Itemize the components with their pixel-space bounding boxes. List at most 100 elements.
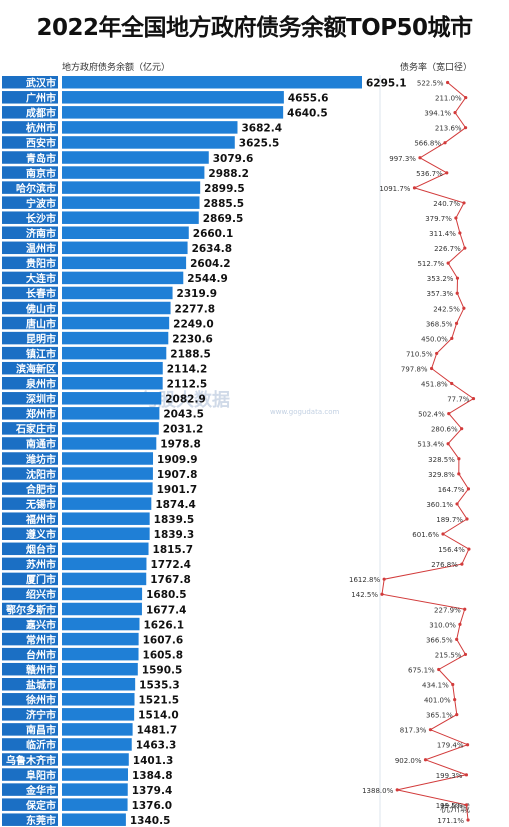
debt-ratio-label: 675.1% [408,666,435,674]
bar-value-label: 4640.5 [287,108,328,120]
debt-ratio-label: 379.7% [425,215,452,223]
debt-ratio-point [441,532,445,536]
category-label: 遵义市 [26,528,56,541]
debt-ratio-label: 77.7% [447,396,470,404]
bar [62,542,149,556]
debt-ratio-label: 142.5% [351,591,378,599]
category-label: 赣州市 [26,663,56,676]
category-label: 广州市 [26,92,56,105]
debt-ratio-label: 227.9% [434,606,461,614]
category-label-bg [2,377,58,390]
debt-ratio-label: 502.4% [418,411,445,419]
bar [62,392,162,405]
bar-value-label: 6295.1 [366,78,407,90]
bar [62,136,235,149]
bar [62,452,154,465]
bar [62,512,150,525]
debt-ratio-label: 512.7% [417,260,444,268]
category-label-bg [2,181,58,194]
category-label-bg [2,301,58,315]
category-label-bg [2,196,58,209]
debt-ratio-point [454,216,458,220]
category-label: 鄂尔多斯市 [6,603,56,616]
category-label: 临沂市 [26,739,56,752]
category-label-bg [2,662,58,676]
category-label-bg [2,783,58,796]
category-label-bg [2,617,58,631]
source-watermark: 杭州城 [440,804,470,815]
bar [62,422,159,435]
category-label-bg [2,542,58,556]
category-label: 徐州市 [25,694,56,707]
bar-value-label: 2604.2 [190,258,231,270]
debt-ratio-label: 211.0% [435,95,462,103]
category-label-bg [2,557,58,571]
bar [62,798,128,811]
debt-ratio-point [463,126,468,130]
category-label-bg [2,572,58,586]
category-label: 哈尔滨市 [16,182,56,195]
bar [62,377,163,390]
category-label-bg [2,723,58,736]
bar [62,587,143,601]
debt-ratio-point [445,171,449,175]
bar-value-label: 1874.4 [155,499,196,511]
bar [62,166,205,179]
bar-value-label: 1680.5 [146,589,187,601]
debt-ratio-point [457,457,461,461]
category-label-bg [2,331,58,345]
debt-ratio-point [471,396,476,401]
debt-ratio-point [435,351,439,356]
category-label: 郑州市 [26,408,56,421]
debt-ratio-label: 189.7% [436,516,463,524]
debt-ratio-label: 199.3% [436,772,463,780]
debt-ratio-point [450,381,454,386]
category-label-bg [2,437,58,450]
bar [62,301,171,315]
category-label-bg [2,422,58,435]
bar-value-label: 3079.6 [213,153,254,165]
category-label: 西安市 [26,137,56,150]
category-label-bg [2,753,58,766]
category-label: 成都市 [26,107,56,120]
debt-ratio-label: 401.0% [424,697,451,705]
category-label-bg [2,813,58,826]
debt-ratio-point [455,637,459,641]
bar-value-label: 1901.7 [157,484,198,496]
bar-value-label: 1767.8 [150,574,191,586]
category-label-bg [2,241,58,255]
category-label: 台州市 [26,648,56,661]
bar-value-label: 1909.9 [157,454,198,466]
category-label: 阜阳市 [26,769,56,782]
category-label: 长春市 [26,287,56,300]
line-axis-label: 债务率（宽口径） [400,63,473,73]
category-label-bg [2,346,58,360]
bar-value-label: 4655.6 [288,93,329,105]
debt-ratio-label: 179.4% [437,742,464,750]
category-label: 南通市 [26,438,56,451]
debt-ratio-label: 360.1% [426,501,453,509]
category-label: 烟台市 [26,543,56,556]
bar-value-label: 1815.7 [153,544,194,556]
bar-value-label: 2660.1 [193,228,234,240]
debt-ratio-label: 171.1% [437,817,464,825]
bar [62,632,139,646]
debt-ratio-point [428,728,433,732]
bar [62,708,135,721]
category-label-bg [2,76,58,89]
category-label: 武汉市 [26,77,56,90]
debt-ratio-label: 997.3% [389,155,416,163]
debt-ratio-label: 353.2% [427,275,454,283]
bar [62,647,139,661]
debt-ratio-label: 434.1% [422,682,449,690]
category-label: 厦门市 [26,573,56,586]
debt-ratio-label: 1091.7% [379,185,410,193]
debt-ratio-point [429,366,434,371]
bar [62,617,140,631]
debt-ratio-point [447,412,451,416]
category-label: 泉州市 [25,378,56,391]
bar-value-label: 1481.7 [137,725,178,737]
bar [62,346,167,360]
debt-ratio-label: 226.7% [434,245,461,253]
category-label-bg [2,632,58,646]
